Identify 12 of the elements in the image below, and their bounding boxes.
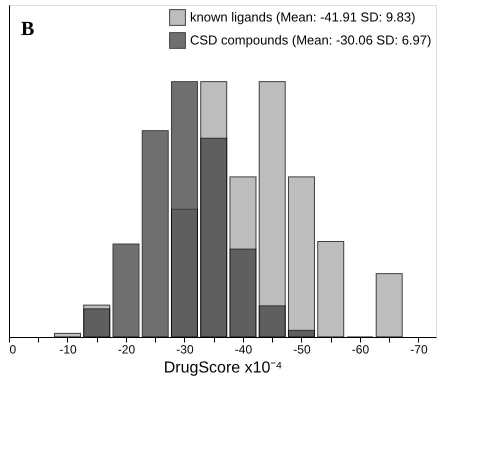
x-tick-label: -30 — [176, 342, 194, 356]
x-axis-title: DrugScore x10⁻⁴ — [164, 360, 282, 376]
x-tick-label: 0 — [10, 342, 16, 356]
x-tick-label: -20 — [118, 342, 136, 356]
x-tick-label: -10 — [59, 342, 77, 356]
legend-label: known ligands (Mean: -41.91 SD: 9.83) — [190, 10, 416, 24]
chart-title: B — [21, 18, 34, 40]
x-tick-label: -50 — [293, 342, 311, 356]
x-tick-label: -40 — [234, 342, 252, 356]
legend-label: CSD compounds (Mean: -30.06 SD: 6.97) — [190, 32, 432, 48]
x-tick-label: -70 — [410, 342, 428, 356]
x-tick-label: -60 — [352, 342, 370, 356]
